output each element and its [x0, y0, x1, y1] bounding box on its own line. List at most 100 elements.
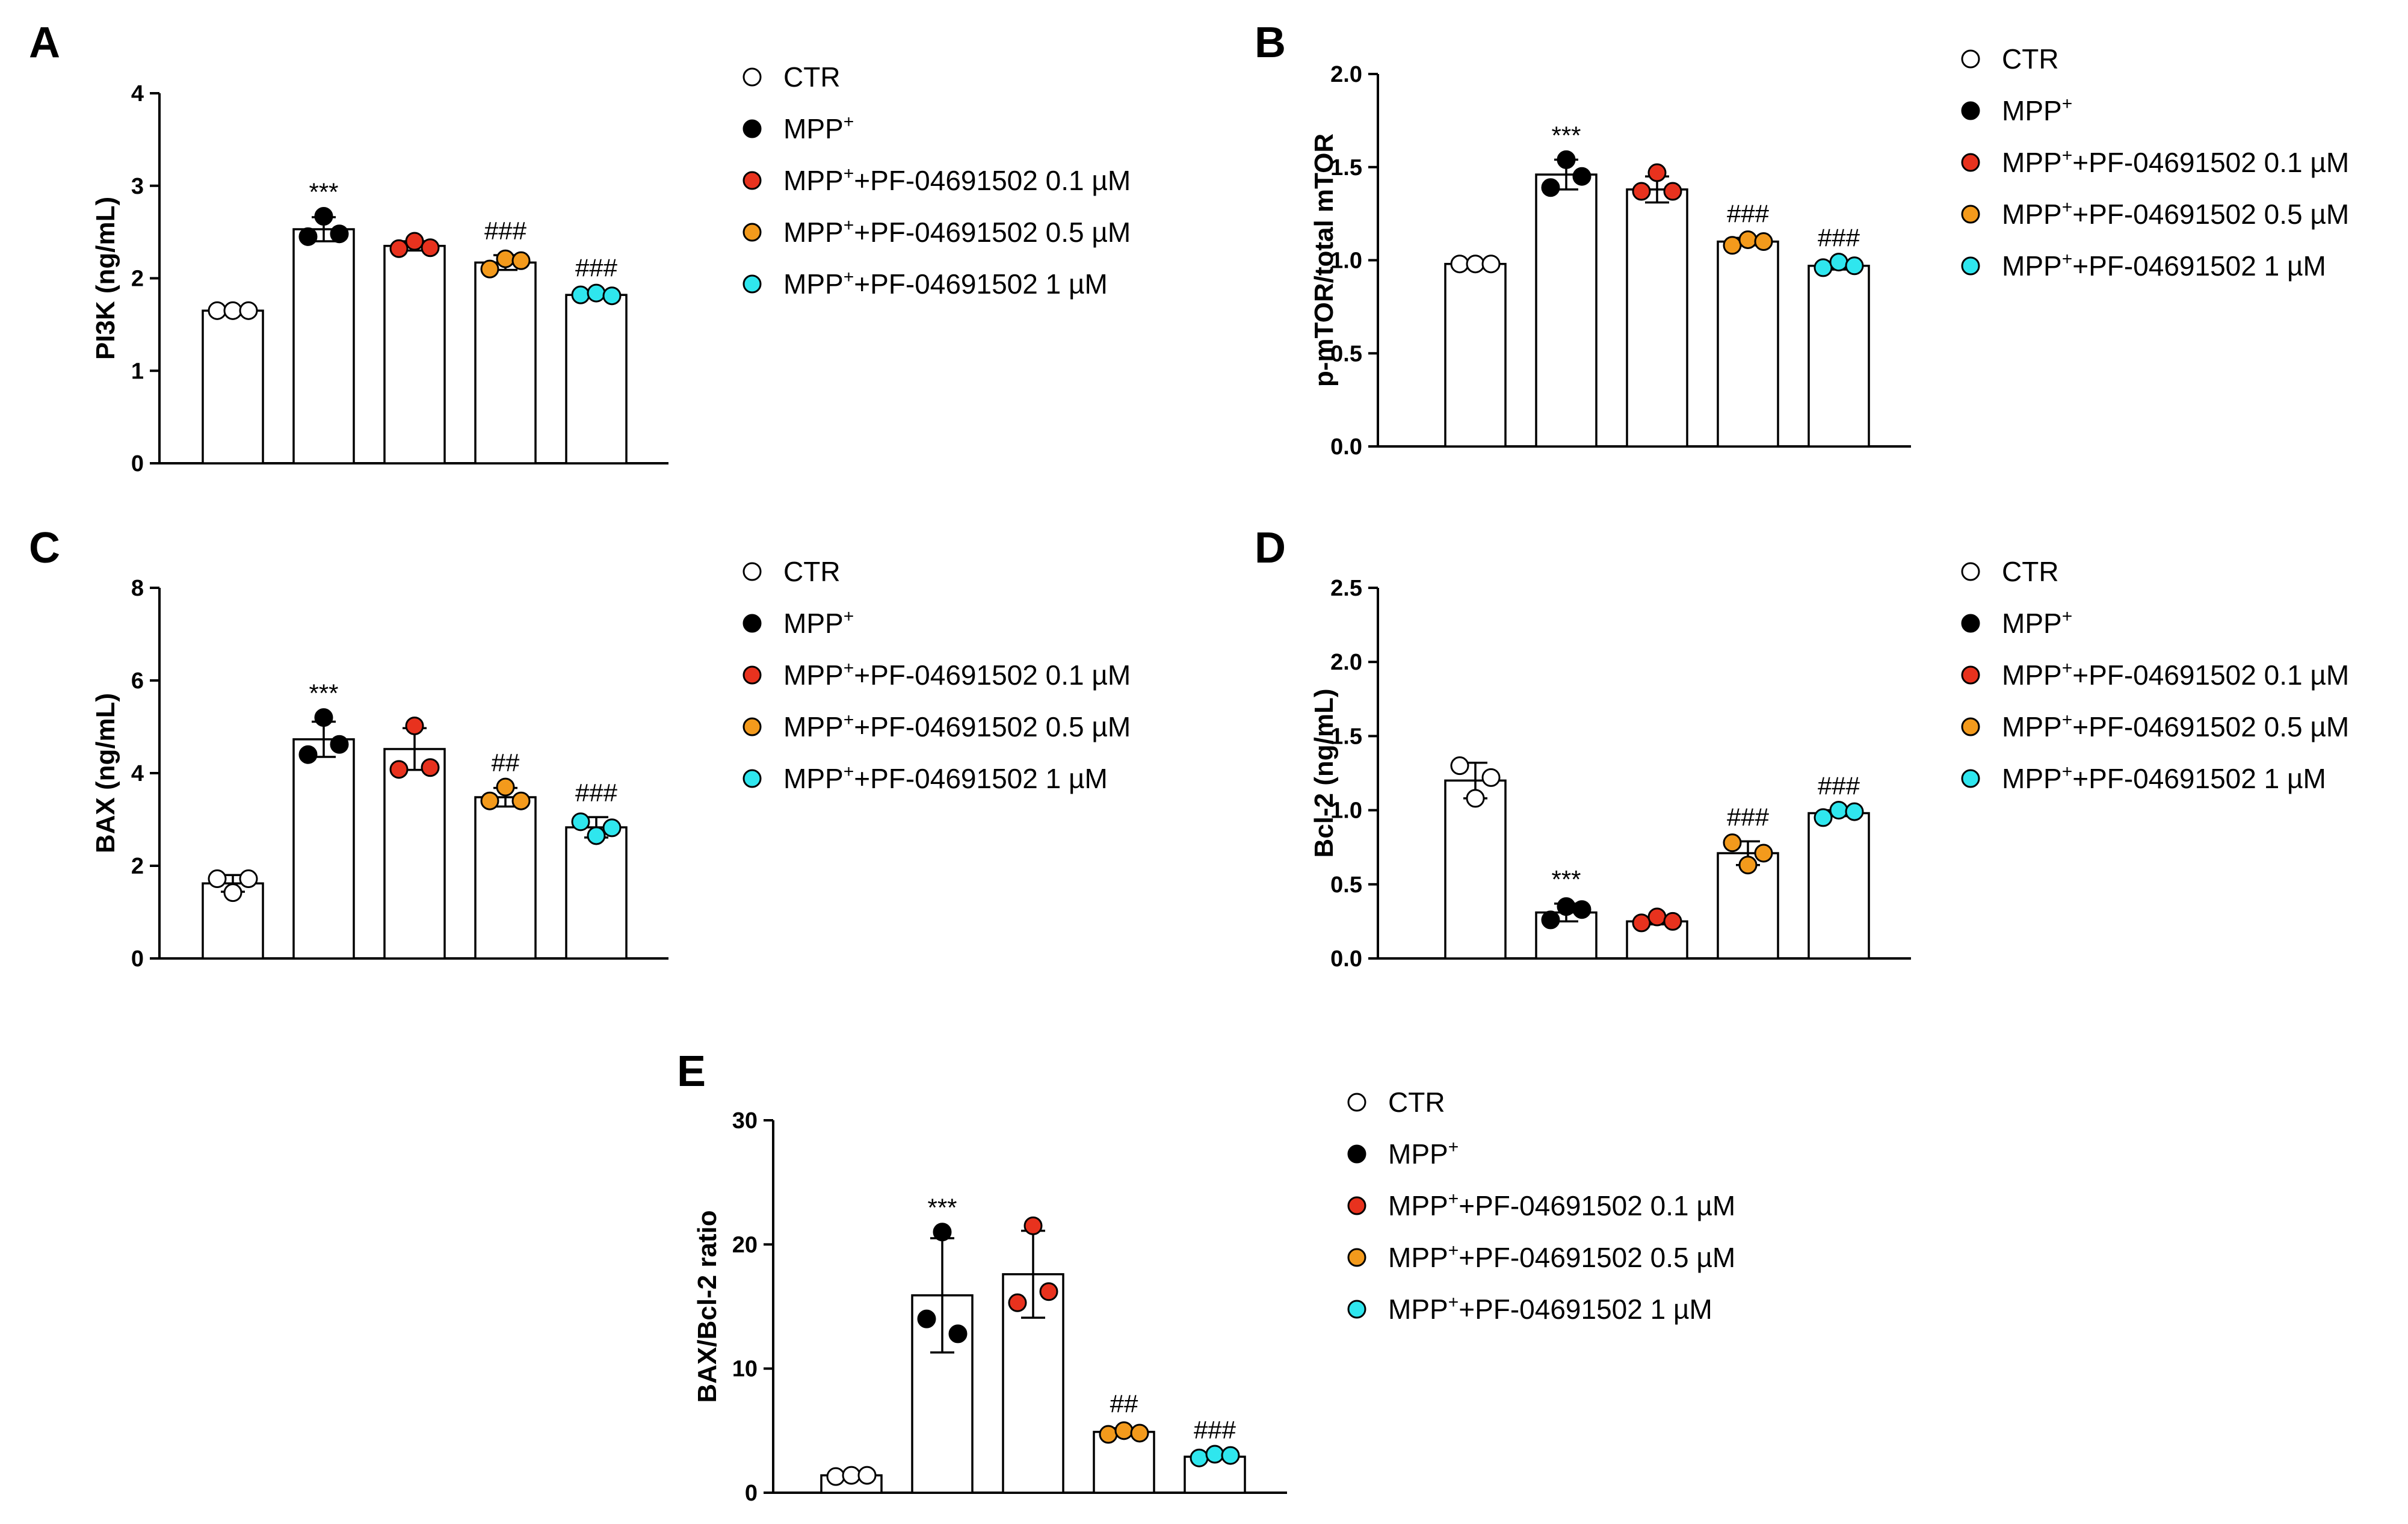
data-point	[1829, 253, 1848, 272]
data-point	[1008, 1293, 1027, 1312]
data-point	[1829, 801, 1848, 820]
legend-marker	[1347, 1144, 1366, 1164]
legend-label: CTR	[1388, 1087, 1445, 1118]
bar	[1808, 812, 1870, 960]
data-point	[948, 1324, 968, 1344]
panel-letter: E	[677, 1047, 706, 1096]
data-point	[1723, 236, 1742, 255]
data-point	[330, 735, 349, 754]
legend-marker	[1961, 49, 1980, 69]
significance-label: ###	[1194, 1416, 1236, 1444]
significance-label: ###	[575, 779, 618, 807]
data-point	[933, 1223, 952, 1242]
data-point	[208, 869, 227, 889]
data-point	[208, 301, 227, 320]
legend-marker	[742, 769, 762, 788]
data-point	[587, 283, 606, 303]
data-point	[587, 826, 606, 845]
legend-marker	[1961, 614, 1980, 633]
y-tick-label: 2.0	[1330, 62, 1362, 87]
data-point	[223, 883, 242, 902]
legend-marker	[742, 223, 762, 242]
data-point	[511, 791, 531, 810]
data-point	[842, 1466, 861, 1485]
bar	[565, 294, 628, 464]
y-tick-label: 20	[732, 1232, 758, 1257]
panel-letter: D	[1255, 524, 1286, 572]
data-point	[1205, 1445, 1224, 1464]
y-tick-label: 0	[131, 946, 144, 972]
legend-label: CTR	[783, 61, 841, 93]
data-point	[314, 206, 333, 226]
y-tick-label: 2.5	[1330, 576, 1362, 601]
legend-marker	[1347, 1093, 1366, 1112]
chart-panel-a: A PI3K (ng/mL) 0 1 2 3 4 *** ### ### CTR MPP+ MPP++P…	[29, 19, 1131, 477]
data-point	[405, 232, 424, 251]
data-point	[571, 285, 590, 304]
y-axis-label: PI3K (ng/mL)	[91, 197, 120, 360]
data-point	[480, 259, 499, 279]
legend-marker	[742, 67, 762, 87]
significance-label: ***	[309, 679, 338, 708]
data-point	[1450, 255, 1469, 274]
bar	[292, 228, 355, 464]
data-point	[298, 227, 318, 246]
legend-marker	[1961, 153, 1980, 172]
data-point	[1557, 897, 1576, 916]
significance-label: ***	[927, 1194, 957, 1222]
legend-marker	[1961, 256, 1980, 276]
data-point	[1557, 150, 1576, 169]
y-axis-label: BAX (ng/mL)	[91, 693, 120, 853]
data-point	[1466, 789, 1485, 808]
legend-label: MPP++PF-04691502 0.1 µM	[2002, 658, 2349, 691]
data-point	[1221, 1446, 1240, 1465]
legend-label: MPP++PF-04691502 0.1 µM	[783, 658, 1131, 691]
y-tick-label: 3	[131, 174, 144, 199]
data-point	[1738, 856, 1758, 875]
significance-label: ###	[1818, 224, 1860, 252]
y-tick-label: 1.0	[1330, 248, 1362, 274]
data-point	[223, 301, 242, 320]
legend-label: MPP++PF-04691502 1 µM	[783, 762, 1108, 794]
data-point	[857, 1466, 877, 1485]
significance-label: ###	[575, 254, 618, 282]
legend-marker	[742, 717, 762, 736]
bar	[1444, 779, 1507, 960]
data-point	[1845, 256, 1864, 276]
bar	[292, 738, 355, 960]
data-point	[1450, 756, 1469, 776]
chart-panel-b: Bp-mTOR/total mTOR 0.0 0.5 1.0 1.5 2.0 *** ### #…	[1255, 19, 2349, 460]
y-tick-label: 2.0	[1330, 650, 1362, 675]
y-tick-label: 2	[131, 267, 144, 292]
y-tick-label: 0.5	[1330, 341, 1362, 366]
significance-label: ***	[1551, 121, 1581, 149]
data-point	[1663, 912, 1682, 931]
data-point	[1023, 1216, 1043, 1235]
y-tick-label: 1.0	[1330, 798, 1362, 824]
legend-label: MPP+	[783, 606, 854, 639]
legend-label: MPP++PF-04691502 0.5 µM	[1388, 1241, 1735, 1273]
significance-label: ##	[492, 748, 520, 777]
data-point	[314, 708, 333, 727]
data-point	[421, 758, 440, 777]
bar	[565, 826, 628, 960]
data-point	[1814, 808, 1833, 827]
y-tick-label: 10	[732, 1357, 758, 1382]
significance-label: ***	[1551, 865, 1581, 893]
data-point	[571, 812, 590, 831]
legend-marker	[1961, 101, 1980, 120]
legend-label: CTR	[2002, 43, 2059, 75]
legend-marker	[742, 562, 762, 581]
panel-letter: B	[1255, 19, 1286, 67]
bar	[474, 261, 537, 464]
panel-letter: A	[29, 19, 60, 67]
y-tick-label: 0.5	[1330, 872, 1362, 898]
legend-marker	[1347, 1248, 1366, 1267]
legend-marker	[742, 119, 762, 138]
legend-label: MPP+	[1388, 1137, 1459, 1170]
legend-label: MPP++PF-04691502 0.5 µM	[783, 710, 1131, 742]
data-point	[239, 301, 258, 320]
significance-label: ***	[309, 177, 338, 206]
